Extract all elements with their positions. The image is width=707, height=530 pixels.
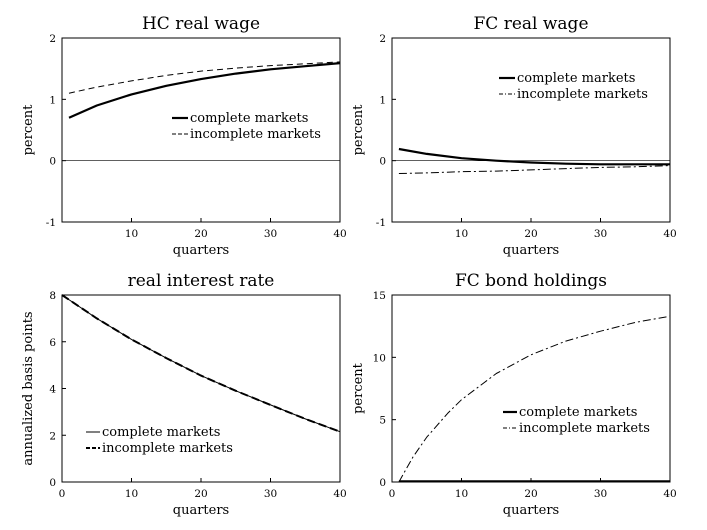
x-tick-label: 40 <box>663 488 676 500</box>
x-tick-label: 40 <box>333 488 346 500</box>
x-axis-label: quarters <box>173 243 229 258</box>
y-tick-label: 2 <box>379 33 386 45</box>
chart-title: FC real wage <box>474 14 589 34</box>
x-tick-label: 10 <box>125 488 138 500</box>
panel-3: 0 10 20 30 40 0 2 4 6 8 real interest rate quarters… <box>21 271 347 518</box>
x-tick-label: 20 <box>524 488 537 500</box>
x-tick-label: 10 <box>125 228 138 240</box>
y-tick-label: 5 <box>379 415 386 427</box>
chart-title: real interest rate <box>128 271 275 291</box>
legend-entry-2: incomplete markets <box>519 421 650 436</box>
x-tick-label: 20 <box>524 228 537 240</box>
plot-frame <box>391 294 671 483</box>
x-tick-label: 10 <box>455 488 468 500</box>
panel-1: 10 20 30 40 -1 0 1 2 HC real wage quarters percent… <box>21 14 347 258</box>
series-line-2 <box>68 61 341 94</box>
y-axis-label: annualized basis points <box>21 311 36 465</box>
x-tick-label: 20 <box>194 228 207 240</box>
y-axis-label: percent <box>351 362 366 414</box>
y-tick-label: 6 <box>49 337 56 349</box>
y-axis-label: percent <box>21 104 36 156</box>
series-line-1 <box>68 62 341 119</box>
y-tick-label: 8 <box>49 290 56 302</box>
y-tick-label: 10 <box>373 352 386 364</box>
legend-entry-2: incomplete markets <box>102 441 233 456</box>
legend-entry-1: complete markets <box>519 405 637 420</box>
x-tick-label: 0 <box>389 488 396 500</box>
y-tick-label: -1 <box>46 217 56 229</box>
legend-entry-1: complete markets <box>517 71 635 86</box>
series-line-2 <box>398 315 671 483</box>
x-tick-label: 30 <box>264 228 277 240</box>
y-tick-label: 4 <box>49 384 56 396</box>
y-tick-label: 0 <box>379 477 386 489</box>
legend-entry-1: complete markets <box>190 111 308 126</box>
legend-entry-2: incomplete markets <box>517 87 648 102</box>
panel-4: 0 10 20 30 40 0 5 10 15 FC bond holdings quarters p… <box>351 271 677 518</box>
y-tick-label: 0 <box>49 477 56 489</box>
y-tick-label: 2 <box>49 33 56 45</box>
x-tick-label: 40 <box>333 228 346 240</box>
x-axis-label: quarters <box>503 243 559 258</box>
x-tick-label: 30 <box>594 488 607 500</box>
x-tick-label: 0 <box>59 488 66 500</box>
x-tick-label: 10 <box>455 228 468 240</box>
x-axis-label: quarters <box>173 503 229 518</box>
series-line-1 <box>61 294 341 433</box>
y-tick-label: 0 <box>49 156 56 168</box>
y-tick-label: -1 <box>376 217 386 229</box>
y-tick-label: 0 <box>379 156 386 168</box>
x-tick-label: 40 <box>663 228 676 240</box>
x-tick-label: 30 <box>594 228 607 240</box>
x-tick-label: 30 <box>264 488 277 500</box>
series-line-2 <box>398 165 671 174</box>
y-tick-label: 15 <box>373 290 386 302</box>
y-tick-label: 1 <box>379 94 386 106</box>
series-line-1 <box>398 147 670 166</box>
panel-2: 10 20 30 40 -1 0 1 2 FC real wage quarters percent… <box>351 14 677 258</box>
series-line-2 <box>61 294 341 433</box>
y-axis-label: percent <box>351 104 366 156</box>
legend-entry-1: complete markets <box>102 425 220 440</box>
x-tick-label: 20 <box>194 488 207 500</box>
legend-entry-2: incomplete markets <box>190 127 321 142</box>
chart-title: HC real wage <box>142 14 260 34</box>
y-tick-label: 1 <box>49 94 56 106</box>
chart-title: FC bond holdings <box>455 271 607 291</box>
x-axis-label: quarters <box>503 503 559 518</box>
plot-frame <box>391 37 671 223</box>
y-tick-label: 2 <box>49 430 56 442</box>
